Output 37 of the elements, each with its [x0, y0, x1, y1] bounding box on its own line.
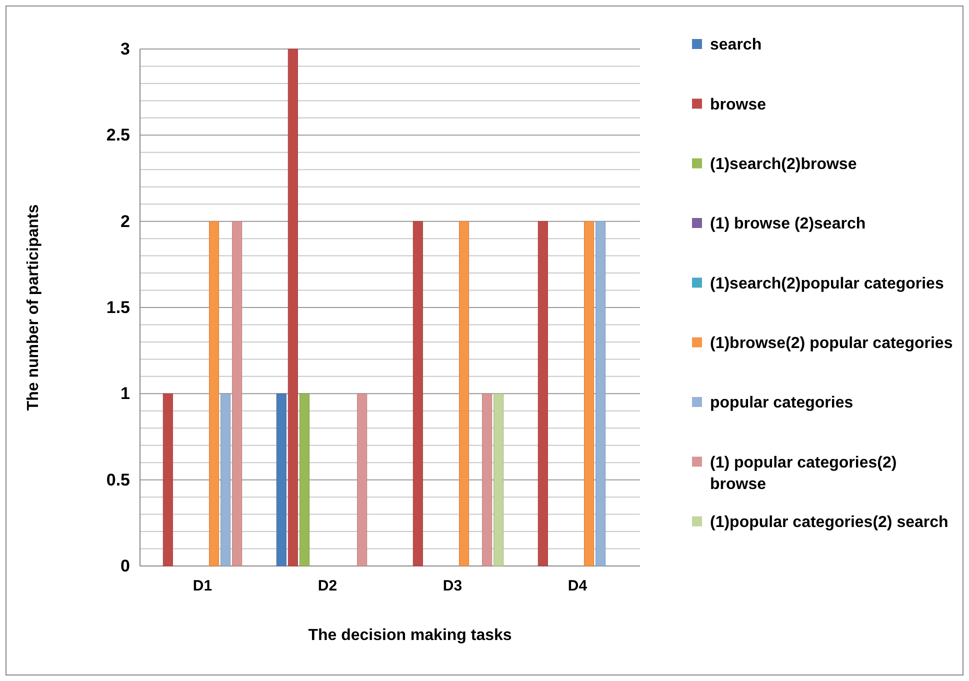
y-axis-title: The number of participants [25, 204, 42, 411]
legend-label: (1)browse(2) popular categories [710, 334, 953, 352]
bar [596, 221, 606, 566]
y-tick-label: 0 [120, 556, 130, 576]
y-tick-label: 3 [120, 39, 130, 58]
legend-label: (1)search(2)browse [710, 156, 857, 173]
legend-label: (1) browse (2)search [710, 216, 866, 233]
legend-label: popular categories [710, 394, 854, 412]
bar [299, 393, 310, 566]
legend-label: browse [710, 96, 766, 114]
x-tick-label: D4 [568, 578, 588, 595]
bar [357, 393, 368, 566]
bar [412, 221, 423, 566]
legend-label: (1)popular categories(2) search [710, 514, 948, 531]
bar [162, 393, 173, 566]
x-tick-label: D2 [318, 578, 338, 595]
x-tick-label: D3 [442, 578, 462, 595]
bar [220, 393, 231, 566]
y-tick-label: 1 [120, 384, 130, 404]
bar [538, 221, 548, 566]
x-axis-title: The decision making tasks [308, 627, 512, 644]
y-tick-label: 2.5 [106, 126, 130, 145]
bar [288, 48, 298, 566]
bar [276, 393, 286, 566]
y-tick-label: 0.5 [106, 470, 130, 490]
bar [209, 221, 220, 566]
bar [459, 221, 470, 566]
legend-label: search [710, 36, 762, 54]
bar [494, 393, 504, 566]
y-tick-label: 2 [120, 212, 130, 231]
bar [232, 221, 242, 566]
x-tick-label: D1 [192, 578, 212, 595]
legend-label: (1)search(2)popular categories [710, 275, 944, 292]
y-tick-label: 1.5 [106, 298, 130, 317]
legend-label: (1) popular categories(2) browse [710, 454, 902, 493]
bar [584, 221, 594, 566]
bar [482, 393, 492, 566]
